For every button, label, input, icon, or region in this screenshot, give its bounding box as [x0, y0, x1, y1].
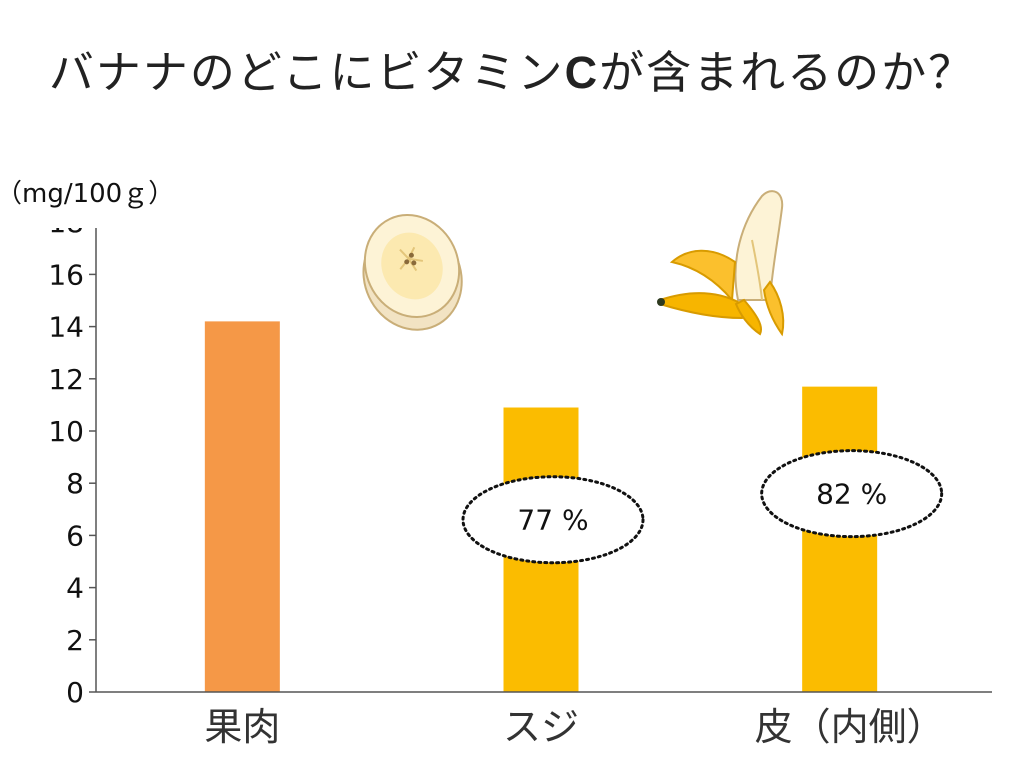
percent-annotation: 77 %: [461, 475, 645, 565]
y-axis-label: （mg/100ｇ）: [0, 179, 174, 209]
y-tick-label: 10: [48, 415, 84, 448]
y-tick-label: 4: [66, 572, 84, 605]
title-prefix: バナナのどこにビタミン: [48, 46, 565, 99]
y-tick-label: 2: [66, 624, 84, 657]
bar: [802, 386, 878, 692]
x-tick-label: 果肉: [204, 705, 280, 749]
percent-annotation: 82 %: [760, 449, 944, 539]
annotation-label: 82 %: [816, 478, 887, 511]
y-tick-label: 8: [66, 467, 84, 500]
annotation-ellipse: [461, 475, 645, 565]
y-tick-label: 16: [48, 258, 84, 291]
y-tick-label: 0: [66, 676, 84, 709]
banana-slice-icon: [362, 214, 463, 331]
peeled-banana-icon: [657, 190, 785, 337]
annotation-label: 77 %: [517, 504, 588, 537]
bar: [204, 321, 280, 692]
y-tick-label: 14: [48, 311, 84, 344]
y-tick-label: 12: [48, 363, 84, 396]
title-suffix: が含まれるのか？: [599, 46, 976, 99]
y-tick-label: 18: [48, 206, 84, 239]
x-tick-label: 皮（内側）: [755, 705, 945, 749]
annotation-ellipse: [760, 449, 944, 539]
title-vitamin-c: C: [564, 47, 600, 98]
slide-title: バナナのどこにビタミンCが含まれるのか？: [0, 36, 1024, 101]
x-tick-label: スジ: [503, 705, 579, 749]
y-tick-label: 6: [66, 519, 84, 552]
